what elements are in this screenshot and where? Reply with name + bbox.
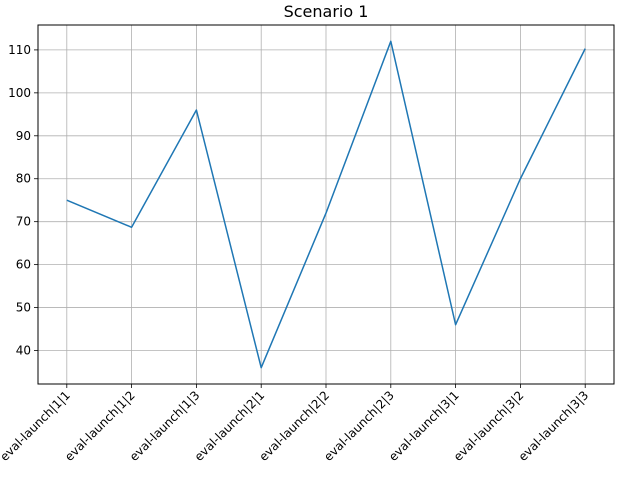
chart-title: Scenario 1 [284, 2, 369, 21]
y-tick-label: 90 [16, 129, 31, 143]
y-tick-label: 80 [16, 172, 31, 186]
y-tick-label: 50 [16, 301, 31, 315]
y-tick-label: 70 [16, 215, 31, 229]
y-tick-label: 110 [8, 43, 31, 57]
y-tick-label: 60 [16, 258, 31, 272]
y-tick-label: 40 [16, 344, 31, 358]
y-tick-label: 100 [8, 86, 31, 100]
